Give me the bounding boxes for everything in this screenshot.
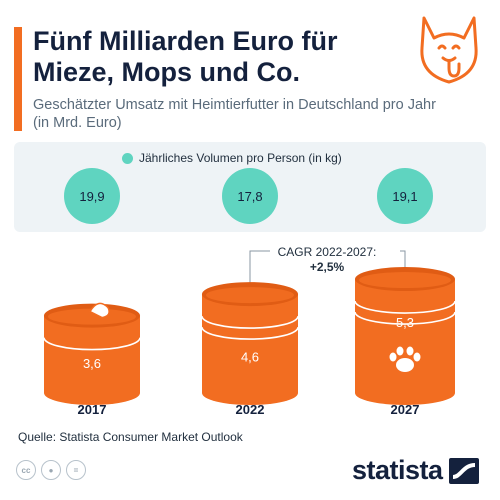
bar-lid-inner [206,287,294,304]
bubble-value-label: 17,8 [237,189,262,204]
paw-icon [389,346,421,372]
bar-2027: 5,3 2027 [354,267,456,417]
x-tick-label: 2017 [78,402,107,417]
title-accent-bar [14,27,22,131]
bar-hoop [354,300,456,314]
bar-lid-inner [359,272,451,289]
bar-value-label: 3,6 [83,356,101,371]
cagr-value: +2,5% [310,260,345,274]
license-icons: cc ● = [16,460,86,480]
cagr-label: CAGR 2022-2027: [278,245,377,259]
bar-body [44,315,140,405]
bar-value-label: 5,3 [396,315,414,330]
bar-2017: 3,6 2017 [43,302,141,417]
volume-bubble: 17,8 [222,168,278,224]
bar-hoop [201,315,299,329]
person-icon: ● [41,460,61,480]
bar-2022: 4,6 2022 [201,282,299,417]
bar-lid-inner [48,308,136,325]
bubble-circle [377,168,433,224]
legend-swatch [122,152,133,164]
x-tick-label: 2022 [236,402,265,417]
lid-tab [88,302,110,319]
bubble-circle [222,168,278,224]
dog-icon [420,16,478,84]
cc-icon: cc [16,460,36,480]
chart-title: Fünf Milliarden Euro für Mieze, Mops und… [33,26,338,87]
brand-name: statista [352,455,443,485]
bar-hoop [354,311,456,325]
bubble-value-label: 19,9 [79,189,104,204]
volume-bubble: 19,1 [377,168,433,224]
chart-subtitle: Geschätzter Umsatz mit Heimtierfutter in… [33,97,436,131]
legend-label: Jährliches Volumen pro Person (in kg) [139,151,342,165]
bar-body [355,279,455,405]
legend: Jährliches Volumen pro Person (in kg) [122,149,342,167]
x-tick-label: 2027 [391,402,420,417]
volume-bubble: 19,9 [64,168,120,224]
equals-icon: = [66,460,86,480]
bubble-value-label: 19,1 [392,189,417,204]
source-note: Quelle: Statista Consumer Market Outlook [18,430,243,444]
statista-mark-icon [448,457,479,484]
bar-hoop [201,326,299,340]
bubble-circle [64,168,120,224]
bar-value-label: 4,6 [241,349,259,364]
statista-logo[interactable]: statista [352,455,479,486]
bar-hoop [43,337,141,351]
bar-body [202,294,298,405]
